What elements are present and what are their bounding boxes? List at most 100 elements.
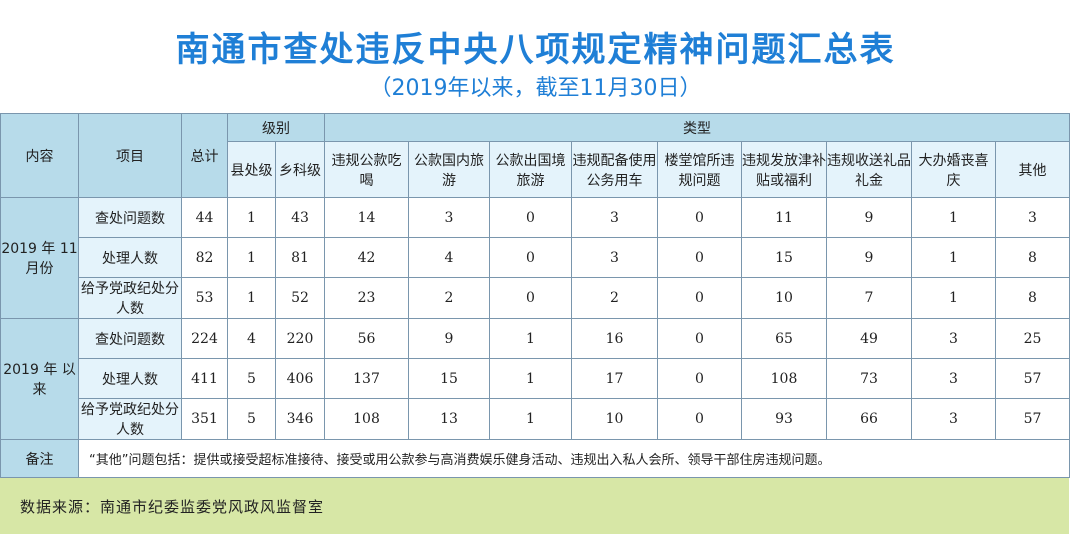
note-row: 备注 “其他”问题包括：提供或接受超标准接待、接受或用公款参与高消费娱乐健身活动… <box>0 439 1071 478</box>
header-type-3: 公款出国境旅游 <box>489 141 572 198</box>
cell-township: 81 <box>275 237 325 278</box>
cell-type-4: 16 <box>571 318 658 359</box>
header-type-1: 违规公款吃喝 <box>324 141 409 198</box>
cell-type-1: 56 <box>324 318 409 359</box>
cell-type-3: 0 <box>489 197 572 238</box>
header-level: 级别 <box>227 113 325 142</box>
summary-table: 内容 项目 总计 级别 类型 县处级 乡科级 违规公款吃喝 公款国内旅游 公款出… <box>0 113 1071 478</box>
cell-type-2: 2 <box>408 277 490 319</box>
cell-type-5: 0 <box>657 197 742 238</box>
row-item: 处理人数 <box>78 358 182 399</box>
cell-type-8: 3 <box>911 358 996 399</box>
cell-type-1: 14 <box>324 197 409 238</box>
note-label: 备注 <box>0 439 79 478</box>
cell-type-5: 0 <box>657 358 742 399</box>
cell-county: 5 <box>227 358 276 399</box>
row-item: 给予党政纪处分人数 <box>78 398 182 440</box>
header-type-9: 其他 <box>994 141 1071 198</box>
table-row: 给予党政纪处分人数 53 1 52 23 2 0 2 0 10 7 1 8 <box>1 277 1071 319</box>
cell-type-5: 0 <box>657 398 742 440</box>
group-label: 2019 年 11 月份 <box>0 197 79 319</box>
cell-type-6: 15 <box>741 237 827 278</box>
row-item: 给予党政纪处分人数 <box>78 277 182 319</box>
header-type-7: 违规收送礼品礼金 <box>826 141 912 198</box>
cell-type-6: 108 <box>741 358 827 399</box>
cell-type-1: 137 <box>324 358 409 399</box>
cell-type-7: 9 <box>826 197 912 238</box>
table-row: 给予党政纪处分人数 351 5 346 108 13 1 10 0 93 66 … <box>1 398 1071 440</box>
cell-type-7: 49 <box>826 318 912 359</box>
cell-type-2: 3 <box>408 197 490 238</box>
cell-township: 346 <box>275 398 325 440</box>
header-township: 乡科级 <box>275 141 325 198</box>
cell-type-8: 1 <box>911 277 996 319</box>
header-item: 项目 <box>78 113 182 198</box>
cell-type-7: 9 <box>826 237 912 278</box>
cell-total: 53 <box>181 277 228 319</box>
cell-type-6: 10 <box>741 277 827 319</box>
row-item: 查处问题数 <box>78 197 182 238</box>
page-title: 南通市查处违反中央八项规定精神问题汇总表 <box>175 30 896 70</box>
cell-type-2: 4 <box>408 237 490 278</box>
row-item: 处理人数 <box>78 237 182 278</box>
cell-type-6: 65 <box>741 318 827 359</box>
header-type-4: 违规配备使用公务用车 <box>571 141 658 198</box>
cell-type-1: 42 <box>324 237 409 278</box>
cell-type-6: 93 <box>741 398 827 440</box>
cell-type-9: 25 <box>994 318 1071 359</box>
cell-type-4: 3 <box>571 237 658 278</box>
cell-type-3: 0 <box>489 277 572 319</box>
cell-county: 1 <box>227 237 276 278</box>
cell-type-3: 1 <box>489 318 572 359</box>
cell-total: 351 <box>181 398 228 440</box>
page-subtitle: （2019年以来，截至11月30日） <box>369 76 702 101</box>
footer-bar: 数据来源：南通市纪委监委党风政风监督室 <box>0 478 1069 534</box>
cell-type-8: 3 <box>911 398 996 440</box>
cell-type-2: 13 <box>408 398 490 440</box>
note-text: “其他”问题包括：提供或接受超标准接待、接受或用公款参与高消费娱乐健身活动、违规… <box>77 439 1071 478</box>
cell-type-7: 73 <box>826 358 912 399</box>
cell-type-4: 17 <box>571 358 658 399</box>
cell-county: 1 <box>227 277 276 319</box>
cell-township: 220 <box>275 318 325 359</box>
cell-type-3: 0 <box>489 237 572 278</box>
header-total: 总计 <box>181 113 228 198</box>
table-row: 2019 年 以来 查处问题数 224 4 220 56 9 1 16 0 65… <box>0 318 1071 440</box>
cell-type-3: 1 <box>489 358 572 399</box>
cell-total: 224 <box>181 318 228 359</box>
header-type: 类型 <box>323 113 1071 142</box>
cell-type-9: 8 <box>994 237 1071 278</box>
cell-type-9: 57 <box>994 398 1071 440</box>
cell-type-7: 7 <box>826 277 912 319</box>
table-row: 处理人数 411 5 406 137 15 1 17 0 108 73 3 57 <box>1 358 1071 399</box>
cell-type-9: 3 <box>994 197 1071 238</box>
header-type-6: 违规发放津补贴或福利 <box>741 141 827 198</box>
cell-type-8: 1 <box>911 197 996 238</box>
cell-total: 82 <box>181 237 228 278</box>
group-label: 2019 年 以来 <box>0 318 79 440</box>
cell-type-1: 108 <box>324 398 409 440</box>
header-type-2: 公款国内旅游 <box>408 141 490 198</box>
cell-type-9: 57 <box>994 358 1071 399</box>
data-source: 数据来源：南通市纪委监委党风政风监督室 <box>20 498 325 516</box>
cell-type-4: 3 <box>571 197 658 238</box>
cell-type-8: 1 <box>911 237 996 278</box>
header-type-5: 楼堂馆所违规问题 <box>657 141 742 198</box>
cell-type-5: 0 <box>657 237 742 278</box>
cell-township: 406 <box>275 358 325 399</box>
cell-type-4: 10 <box>571 398 658 440</box>
cell-total: 411 <box>181 358 228 399</box>
cell-township: 43 <box>275 197 325 238</box>
cell-total: 44 <box>181 197 228 238</box>
cell-county: 4 <box>227 318 276 359</box>
cell-township: 52 <box>275 277 325 319</box>
header-county: 县处级 <box>227 141 276 198</box>
table-row: 处理人数 82 1 81 42 4 0 3 0 15 9 1 8 <box>1 237 1071 278</box>
cell-type-1: 23 <box>324 277 409 319</box>
cell-type-3: 1 <box>489 398 572 440</box>
cell-type-2: 9 <box>408 318 490 359</box>
cell-type-4: 2 <box>571 277 658 319</box>
cell-county: 1 <box>227 197 276 238</box>
cell-type-5: 0 <box>657 277 742 319</box>
header-content: 内容 <box>0 113 79 198</box>
